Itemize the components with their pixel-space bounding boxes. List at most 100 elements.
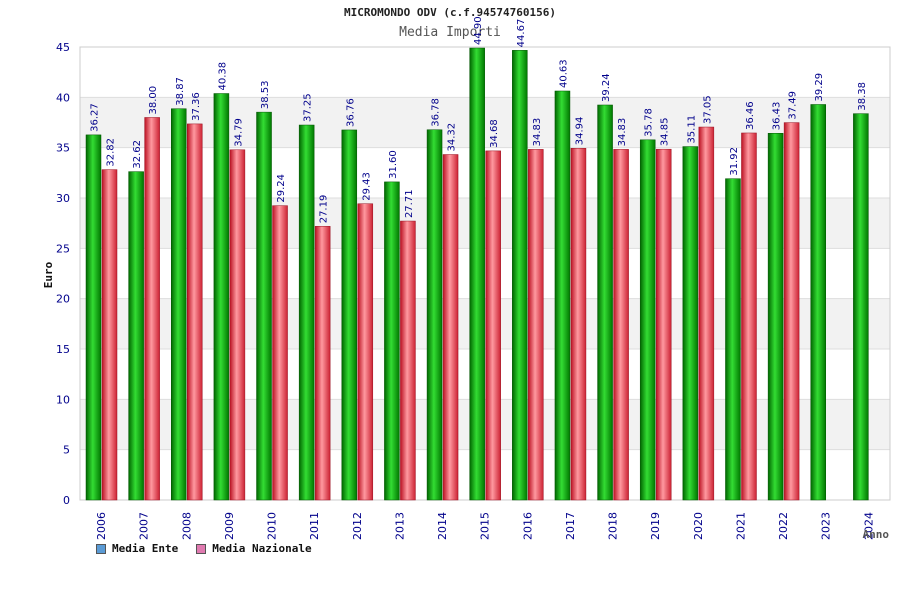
x-tick-label: 2018 — [607, 512, 620, 540]
data-label: 39.24 — [601, 73, 612, 102]
data-label: 36.76 — [345, 98, 356, 127]
x-tick-label: 2022 — [777, 512, 790, 540]
bar-ente — [725, 178, 741, 501]
bar-ente — [597, 104, 613, 501]
data-label: 37.25 — [303, 93, 314, 122]
y-tick-label: 15 — [56, 343, 70, 356]
data-label: 34.83 — [617, 118, 628, 147]
data-label: 32.62 — [132, 140, 143, 169]
bar-ente — [512, 50, 528, 501]
legend-item-media-ente: Media Ente — [96, 542, 178, 555]
data-label: 34.83 — [532, 118, 543, 147]
x-tick-label: 2010 — [266, 512, 279, 540]
y-tick-label: 20 — [56, 293, 70, 306]
x-tick-label: 2006 — [95, 512, 108, 540]
y-tick-label: 40 — [56, 91, 70, 104]
legend-swatch — [196, 543, 207, 554]
bar-ente — [554, 90, 571, 501]
bar-nazionale — [187, 123, 203, 501]
x-tick-label: 2014 — [436, 512, 449, 540]
data-label: 38.00 — [148, 86, 159, 115]
chart-title: MICROMONDO ODV (c.f.94574760156) — [344, 6, 556, 19]
data-label: 37.49 — [788, 91, 799, 120]
data-label: 27.19 — [319, 195, 330, 224]
bar-nazionale — [229, 149, 246, 501]
x-tick-label: 2024 — [862, 512, 875, 540]
bar-nazionale — [314, 226, 331, 501]
x-tick-label: 2019 — [649, 512, 662, 540]
data-label: 40.63 — [558, 59, 569, 88]
data-label: 39.29 — [814, 73, 825, 102]
x-tick-label: 2012 — [351, 512, 364, 540]
bar-ente — [256, 111, 272, 501]
legend-label: Media Ente — [112, 542, 179, 555]
x-tick-label: 2008 — [180, 512, 193, 540]
data-label: 34.94 — [574, 117, 585, 146]
plot-frame — [79, 46, 891, 501]
bar-nazionale — [400, 220, 416, 501]
bar-nazionale — [101, 169, 118, 501]
bar-ente — [682, 146, 699, 501]
bar-ente — [213, 93, 230, 501]
y-tick-label: 5 — [63, 444, 70, 457]
data-label: 29.24 — [276, 174, 287, 203]
legend: Media Ente Media Nazionale — [96, 542, 312, 555]
legend-swatch — [96, 543, 106, 554]
data-label: 40.38 — [217, 62, 228, 91]
chart-subtitle: Media Importi — [399, 25, 501, 40]
bar-ente — [810, 104, 826, 501]
y-tick-label: 0 — [63, 494, 70, 507]
bar-nazionale — [442, 154, 459, 501]
bar-ente — [639, 139, 656, 501]
y-tick-label: 45 — [56, 41, 70, 54]
bar-ente — [469, 47, 485, 501]
x-tick-label: 2011 — [308, 512, 321, 540]
data-label: 35.78 — [644, 108, 655, 137]
x-tick-label: 2007 — [138, 512, 151, 540]
y-tick-label: 10 — [56, 393, 70, 406]
data-label: 31.92 — [729, 147, 740, 176]
data-label: 44.90 — [473, 16, 484, 45]
data-label: 36.46 — [745, 101, 756, 130]
legend-item-media-nazionale: Media Nazionale — [196, 542, 312, 555]
data-label: 34.68 — [489, 119, 500, 148]
data-label: 36.27 — [90, 103, 101, 132]
x-axis-label: Anno — [863, 528, 890, 541]
data-label: 29.43 — [361, 172, 372, 201]
data-label: 44.67 — [516, 19, 527, 48]
data-label: 34.32 — [447, 123, 458, 152]
bar-ente — [853, 113, 869, 501]
bar-nazionale — [528, 149, 544, 501]
bar-ente — [384, 181, 400, 501]
data-label: 36.43 — [772, 102, 783, 131]
data-label: 37.05 — [702, 95, 713, 124]
bar-nazionale — [144, 117, 160, 501]
data-label: 35.11 — [686, 115, 697, 144]
x-tick-label: 2021 — [734, 512, 747, 540]
bar-nazionale — [485, 150, 501, 501]
y-tick-label: 25 — [56, 242, 70, 255]
data-label: 38.53 — [260, 80, 271, 109]
x-tick-label: 2009 — [223, 512, 236, 540]
x-tick-label: 2017 — [564, 512, 577, 540]
data-label: 32.82 — [106, 138, 117, 167]
bar-ente — [767, 133, 784, 501]
bar-nazionale — [698, 126, 715, 501]
bar-ente — [171, 108, 187, 501]
legend-label: Media Nazionale — [212, 542, 312, 555]
x-tick-label: 2020 — [692, 512, 705, 540]
bar-ente — [341, 129, 358, 501]
bar-nazionale — [613, 149, 629, 501]
bar-nazionale — [741, 132, 757, 501]
data-label: 31.60 — [388, 150, 399, 179]
bar-nazionale — [570, 148, 587, 501]
bar-nazionale — [272, 205, 288, 501]
data-label: 38.38 — [857, 82, 868, 111]
y-tick-label: 30 — [56, 192, 70, 205]
data-label: 27.71 — [404, 189, 415, 218]
grid-band — [80, 47, 890, 98]
x-tick-label: 2016 — [521, 512, 534, 540]
data-label: 34.85 — [660, 118, 671, 147]
x-tick-label: 2013 — [393, 512, 406, 540]
